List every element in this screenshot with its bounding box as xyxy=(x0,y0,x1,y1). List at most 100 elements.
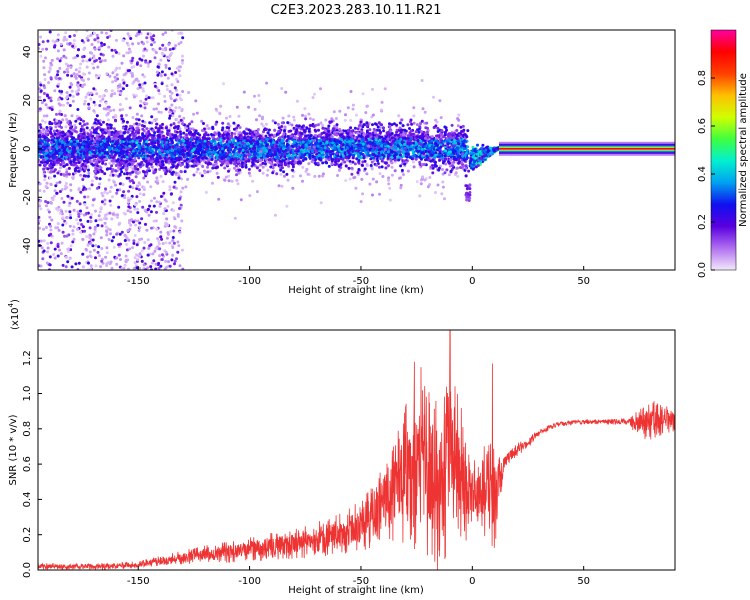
spectrogram-cell xyxy=(132,241,136,245)
spectrogram-cell xyxy=(87,71,91,75)
spectrogram-cell xyxy=(42,249,46,253)
spectrogram-cell xyxy=(66,247,70,251)
spectrogram-cell xyxy=(95,33,99,37)
spectrogram-cell xyxy=(78,122,82,126)
spectrogram-cell xyxy=(46,246,50,250)
spectrogram-cell xyxy=(239,198,243,202)
spectrogram-cell xyxy=(104,225,108,229)
spectrogram-cell xyxy=(135,122,139,126)
spectrogram-cell xyxy=(321,126,325,130)
spectrogram-cell xyxy=(41,40,45,44)
spectrogram-cell xyxy=(142,246,146,250)
spectrogram-cell xyxy=(168,185,172,189)
spectrogram-cell xyxy=(92,54,96,58)
spectrogram-cell xyxy=(69,126,72,130)
spectrogram-cell xyxy=(154,267,158,270)
spectrogram-cell xyxy=(155,200,159,204)
spectrogram-cell xyxy=(49,232,53,236)
spectrogram-cell xyxy=(349,118,353,122)
spectrogram-cell xyxy=(83,123,86,127)
spectrogram-cell xyxy=(227,174,231,178)
spectrogram-cell xyxy=(126,267,130,270)
spectrogram-cell xyxy=(158,47,162,51)
spectrogram-cell xyxy=(179,170,183,173)
spectrogram-cell xyxy=(88,128,92,132)
spectrogram-cell xyxy=(361,92,365,96)
spectrogram-cell xyxy=(42,59,46,63)
spectrogram-cell xyxy=(261,115,264,119)
spectrogram-cell xyxy=(457,113,461,117)
spectrogram-cell xyxy=(378,192,381,196)
spectrogram-cell xyxy=(156,181,160,185)
spectrogram-cell xyxy=(56,222,60,226)
spectrogram-cell xyxy=(39,54,43,58)
spectrogram-cell xyxy=(89,264,93,268)
spectrogram-cell xyxy=(307,162,311,166)
spectrogram-cell xyxy=(266,168,270,172)
spectrogram-cell xyxy=(81,59,85,63)
spectrogram-cell xyxy=(165,236,169,240)
spectrogram-cell xyxy=(176,240,180,244)
spectrogram-cell xyxy=(101,161,105,165)
spectrogram-cell xyxy=(344,179,348,182)
spectrogram-cell xyxy=(56,208,60,212)
spectrogram-cell xyxy=(118,66,122,70)
spectrogram-cell xyxy=(105,89,108,93)
spectrogram-cell xyxy=(157,239,161,243)
spectrogram-cell xyxy=(38,133,42,137)
spectrogram-cell xyxy=(149,210,153,214)
spectrogram-cell xyxy=(152,40,156,44)
spectrogram-cell xyxy=(291,186,295,190)
spectrogram-cell xyxy=(173,262,176,266)
spectrogram-cell xyxy=(125,120,129,124)
spectrogram-cell xyxy=(107,238,111,241)
spectrogram-cell xyxy=(157,62,161,66)
spectrogram-cell xyxy=(146,238,150,242)
spectrogram-cell xyxy=(165,84,169,88)
spectrogram-cell xyxy=(96,250,100,254)
spectrogram-cell xyxy=(93,103,97,107)
spectrogram-cell xyxy=(204,190,208,194)
spectrogram-cell xyxy=(125,51,129,55)
spectrogram-cell xyxy=(47,81,51,85)
spectrogram-cell xyxy=(423,178,427,182)
spectrogram-cell xyxy=(81,84,85,88)
spectrogram-cell xyxy=(70,89,74,93)
spectrogram-cell xyxy=(49,61,53,65)
spectrogram-cell xyxy=(195,170,199,174)
spectrogram-cell xyxy=(115,73,119,77)
spectrogram-cell xyxy=(353,175,357,179)
spectrogram-cell xyxy=(76,210,80,214)
spectrogram-cell xyxy=(45,114,49,118)
spectrogram-cell xyxy=(55,112,58,116)
spectrogram-cell xyxy=(67,166,71,170)
spectrogram-cell xyxy=(227,179,231,183)
spectrogram-cell xyxy=(242,90,246,94)
spectrogram-cell xyxy=(307,127,311,131)
spectrogram-cell xyxy=(161,180,165,184)
spectrogram-cell xyxy=(90,179,94,183)
spectrogram-cell xyxy=(344,113,347,117)
spectrogram-cell xyxy=(48,66,52,70)
spectrogram-cell xyxy=(134,203,137,207)
spectrogram-cell xyxy=(224,175,228,179)
spectrogram-cell xyxy=(152,34,156,38)
spectrogram-cell xyxy=(150,43,153,47)
spectrogram-cell xyxy=(138,192,142,196)
spectrogram-cell xyxy=(96,65,100,69)
spectrogram-cell xyxy=(58,248,61,252)
spectrogram-cell xyxy=(51,198,55,202)
spectrogram-cell xyxy=(153,249,157,253)
spectrogram-cell xyxy=(398,176,401,180)
spectrogram-cell xyxy=(89,213,93,217)
spectrogram-cell xyxy=(92,248,96,252)
spectrogram-cell xyxy=(156,65,160,69)
spectrogram-cell xyxy=(95,114,99,118)
spectrogram-cell xyxy=(66,67,69,71)
spectrogram-cell xyxy=(292,115,296,119)
spectrogram-cell xyxy=(64,184,67,188)
spectrogram-cell xyxy=(38,264,41,268)
spectrogram-cell xyxy=(441,185,445,189)
spectrogram-cell xyxy=(454,171,458,175)
spectrogram-cell xyxy=(157,110,161,114)
